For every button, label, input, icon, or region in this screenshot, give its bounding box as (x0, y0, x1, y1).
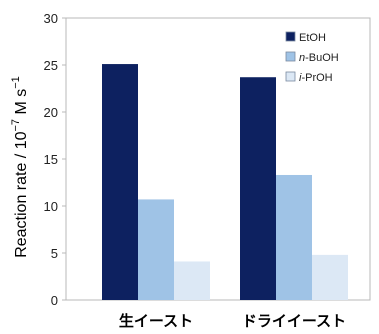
y-tick-label: 25 (44, 58, 58, 73)
legend: EtOH n-BuOH i-PrOH (285, 31, 339, 84)
y-tick-label: 5 (51, 246, 58, 261)
bar-etoh-2 (240, 77, 276, 300)
bar-n-buoh-2 (276, 174, 312, 300)
y-tick-label: 30 (44, 11, 58, 26)
y-tick-label: 20 (44, 105, 58, 120)
legend-swatch (285, 31, 296, 42)
legend-swatch (285, 51, 296, 62)
y-tick-labels: 0 5 10 15 20 25 30 (44, 11, 66, 308)
legend-label: n-BuOH (299, 52, 339, 64)
x-category-labels: 生イースト ドライイースト (119, 312, 346, 330)
legend-label: EtOH (299, 32, 326, 44)
legend-swatch (285, 71, 296, 82)
bar-i-proh-1 (174, 261, 210, 300)
y-tick-label: 10 (44, 199, 58, 214)
y-axis-label: Reaction rate / 10−7 M s−1 (10, 76, 30, 258)
bar-etoh-1 (102, 64, 138, 300)
bars (102, 64, 348, 300)
y-tick-label: 15 (44, 152, 58, 167)
y-tick-label: 0 (51, 293, 58, 308)
x-category-label: ドライイースト (242, 313, 346, 330)
legend-label: i-PrOH (299, 72, 333, 84)
bar-i-proh-2 (312, 254, 348, 300)
x-category-label: 生イースト (119, 312, 193, 330)
bar-n-buoh-1 (138, 199, 174, 300)
